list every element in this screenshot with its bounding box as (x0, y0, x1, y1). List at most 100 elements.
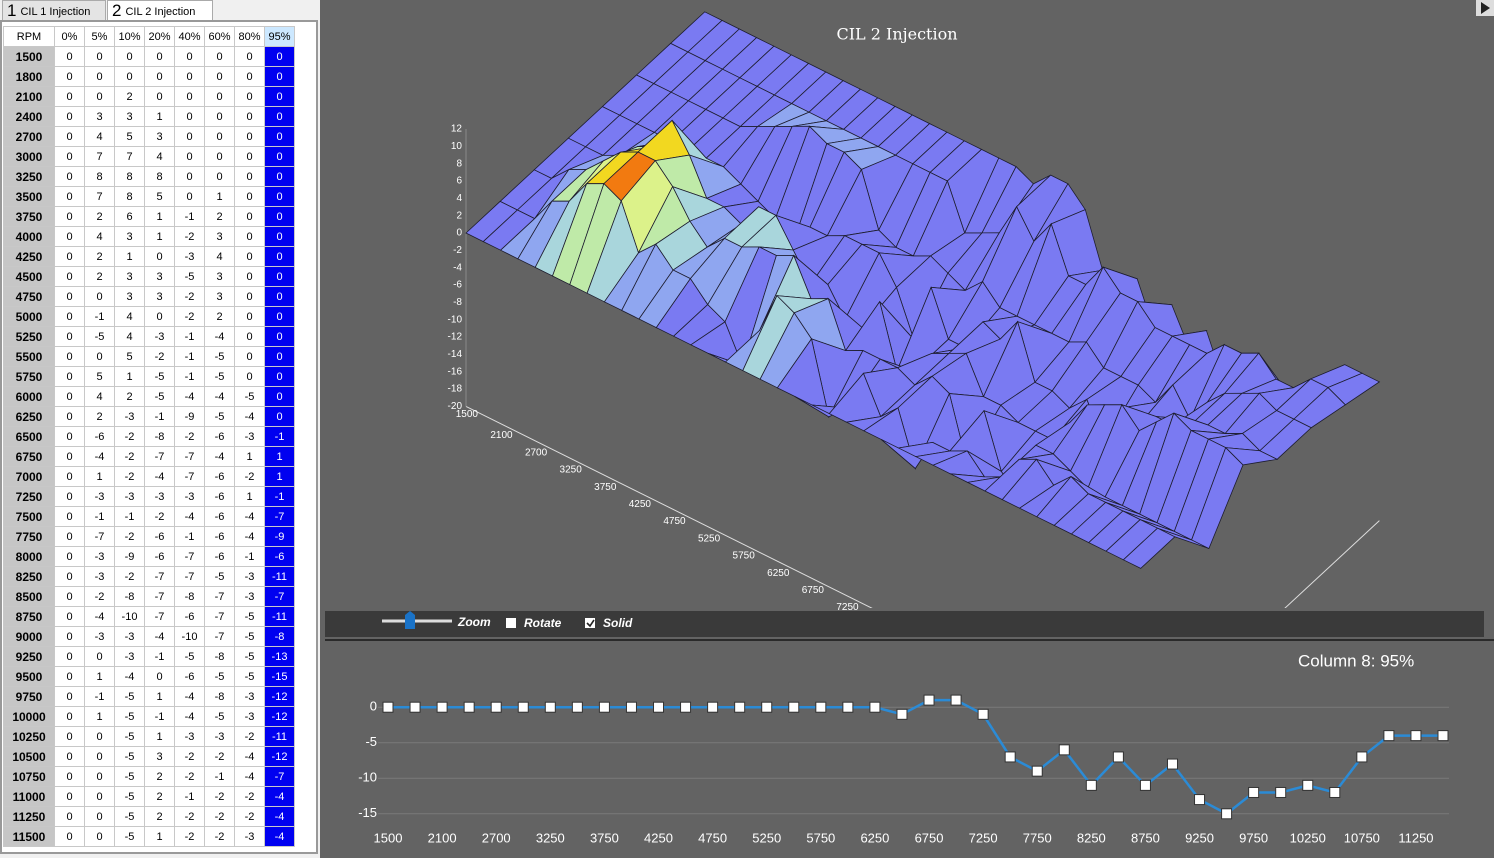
table-row: 7500 0 -1 -1 -2 -4 -6 -4 -7 (3, 506, 295, 527)
value-cell: -5 (204, 666, 235, 687)
value-cell: 0 (264, 146, 295, 167)
value-cell: -5 (234, 646, 265, 667)
value-cell: 0 (234, 226, 265, 247)
table-row: 10250 0 0 -5 1 -3 -3 -2 -11 (3, 726, 295, 747)
column-header: 10% (114, 26, 145, 47)
value-cell: 0 (174, 86, 205, 107)
data-point (463, 701, 475, 713)
z-tick-label: 12 (451, 124, 463, 135)
rpm-axis-label: 7250 (836, 602, 859, 613)
value-cell: 0 (234, 326, 265, 347)
zoom-thumb[interactable] (405, 611, 415, 629)
value-cell: -1 (174, 346, 205, 367)
value-cell: 0 (54, 166, 85, 187)
value-cell: -3 (144, 326, 175, 347)
solid-checkbox[interactable] (585, 618, 595, 628)
data-point (977, 708, 989, 720)
value-cell: -1 (84, 506, 115, 527)
value-cell: 1 (234, 446, 265, 467)
value-cell: 0 (234, 146, 265, 167)
z-tick-label: 4 (456, 193, 462, 204)
value-cell: -4 (114, 666, 145, 687)
table-row: 4500 0 2 3 3 -5 3 0 0 (3, 266, 295, 287)
tab[interactable]: 1 CIL 1 Injection (2, 0, 106, 20)
value-cell: -8 (204, 686, 235, 707)
value-cell: 0 (54, 246, 85, 267)
value-cell: -2 (234, 466, 265, 487)
value-cell: 0 (84, 806, 115, 827)
value-cell: 0 (234, 206, 265, 227)
solid-label: Solid (603, 616, 633, 630)
value-cell: -2 (174, 306, 205, 327)
value-cell: 0 (144, 306, 175, 327)
table-row: 3250 0 8 8 8 0 0 0 0 (3, 166, 295, 187)
column-header: RPM (3, 26, 55, 47)
value-cell: -5 (114, 706, 145, 727)
value-cell: 0 (234, 66, 265, 87)
value-cell: 0 (264, 306, 295, 327)
rpm-cell: 2700 (3, 126, 55, 147)
value-cell: 0 (54, 786, 85, 807)
data-point (1004, 751, 1016, 763)
rpm-cell: 4250 (3, 246, 55, 267)
value-cell: 0 (54, 666, 85, 687)
expand-icon (1481, 2, 1490, 14)
value-cell: -9 (114, 546, 145, 567)
value-cell: -3 (234, 826, 265, 847)
rpm-cell: 8750 (3, 606, 55, 627)
table-row: 3750 0 2 6 1 -1 2 0 0 (3, 206, 295, 227)
table-row: 8750 0 -4 -10 -7 -6 -7 -5 -11 (3, 606, 295, 627)
value-cell: 0 (54, 646, 85, 667)
z-tick-label: -16 (448, 366, 463, 377)
value-cell: 0 (84, 646, 115, 667)
value-cell: 2 (84, 206, 115, 227)
value-cell: 3 (144, 266, 175, 287)
rpm-cell: 5500 (3, 346, 55, 367)
rpm-cell: 7750 (3, 526, 55, 547)
value-cell: 0 (54, 606, 85, 627)
data-point (653, 701, 665, 713)
data-point (815, 701, 827, 713)
value-cell: -5 (204, 406, 235, 427)
rpm-cell: 11500 (3, 826, 55, 847)
value-cell: -5 (234, 606, 265, 627)
value-cell: 0 (54, 346, 85, 367)
data-line (388, 698, 1443, 816)
value-cell: -7 (264, 586, 295, 607)
value-cell: 0 (54, 446, 85, 467)
value-cell: 0 (54, 766, 85, 787)
tab[interactable]: 2 CIL 2 Injection (107, 0, 213, 20)
z-tick-label: 0 (456, 228, 462, 239)
rpm-axis-label: 6250 (767, 568, 790, 579)
rotate-checkbox[interactable] (506, 618, 516, 628)
value-cell: 8 (144, 166, 175, 187)
table-row: 4750 0 0 3 3 -2 3 0 0 (3, 286, 295, 307)
value-cell: 0 (54, 106, 85, 127)
value-cell: 0 (234, 346, 265, 367)
value-cell: 1 (234, 486, 265, 507)
value-cell: 2 (84, 406, 115, 427)
data-point (680, 701, 692, 713)
value-cell: 2 (144, 766, 175, 787)
value-cell: 0 (84, 86, 115, 107)
value-cell: 0 (264, 106, 295, 127)
rpm-cell: 9500 (3, 666, 55, 687)
data-point (1031, 765, 1043, 777)
value-cell: 0 (54, 626, 85, 647)
y-tick-label: -15 (358, 805, 377, 820)
table-row: 2400 0 3 3 1 0 0 0 0 (3, 106, 295, 127)
x-tick-label: 9750 (1239, 830, 1268, 845)
value-cell: 0 (84, 786, 115, 807)
value-cell: -6 (204, 506, 235, 527)
rpm-cell: 3000 (3, 146, 55, 167)
value-cell: 0 (264, 266, 295, 287)
value-cell: 0 (264, 366, 295, 387)
value-cell: -4 (264, 786, 295, 807)
rpm-cell: 9250 (3, 646, 55, 667)
value-cell: -1 (84, 686, 115, 707)
value-cell: -4 (84, 446, 115, 467)
value-cell: 0 (264, 46, 295, 67)
value-cell: -5 (204, 566, 235, 587)
value-cell: -5 (144, 386, 175, 407)
table-row: 6000 0 4 2 -5 -4 -4 -5 0 (3, 386, 295, 407)
